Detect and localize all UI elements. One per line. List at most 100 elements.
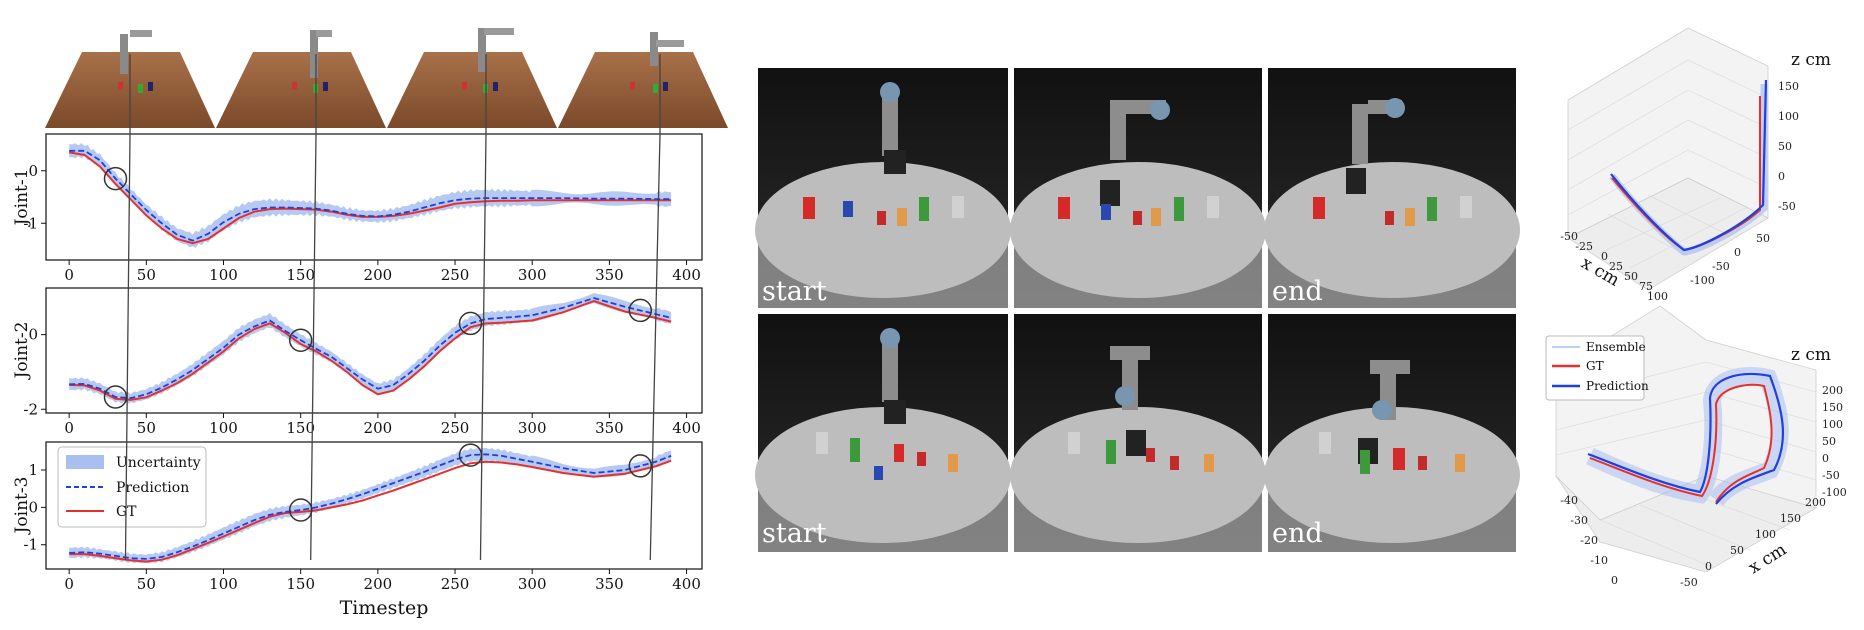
sim-thumbnails	[45, 28, 728, 128]
photo-row2-end: end	[1264, 314, 1520, 552]
joint-2-ylabel: Joint-2	[12, 322, 32, 381]
x-tick-label: 350	[595, 266, 624, 284]
tick-label-3d: -50	[1680, 576, 1698, 589]
tick-label-3d: -40	[1560, 494, 1578, 507]
x-tick-label: 200	[364, 266, 393, 284]
x-tick-label: 250	[441, 266, 470, 284]
tick-label-3d: -50	[1712, 260, 1730, 273]
tick-label-3d: 50	[1624, 270, 1638, 283]
tick-label-3d: 25	[1609, 260, 1623, 273]
photo-row1-end-label: end	[1272, 276, 1323, 307]
timestep-marker	[288, 328, 313, 352]
tick-label-3d: 75	[1639, 280, 1653, 293]
joint-3-axes	[45, 441, 703, 570]
tick-label-3d: 0	[1611, 574, 1618, 587]
x-tick-label: 100	[209, 575, 238, 593]
tick-label-3d: -10	[1590, 554, 1608, 567]
x-tick-label: 100	[209, 419, 238, 437]
joint-1-ylabel: Joint-1	[12, 169, 32, 228]
x-tick-label: 50	[137, 419, 156, 437]
y-tick-label: 0	[28, 498, 38, 516]
plot3d-bottom-prediction	[1587, 372, 1784, 505]
timestep-marker	[103, 166, 128, 191]
plot3d-bottom-xticks: -40 -30 -20 -100	[1560, 494, 1618, 587]
tick-label-3d: -20	[1580, 534, 1598, 547]
x-tick-label: 300	[518, 266, 547, 284]
tick-label-3d: 200	[1805, 496, 1826, 509]
tick-label-3d: 100	[1755, 528, 1776, 541]
plot3d-top-zlabel: z cm	[1791, 50, 1831, 70]
x-tick-label: 0	[64, 266, 74, 284]
legend3d-prediction-label: Prediction	[1586, 379, 1649, 393]
y-tick-label: -2	[23, 400, 38, 418]
tick-label-3d: 0	[1822, 452, 1829, 465]
tick-label-3d: 50	[1756, 232, 1770, 245]
y-tick-label: -1	[23, 214, 38, 232]
timestep-marker	[458, 443, 483, 467]
joint-1-uncertainty-band	[69, 143, 672, 248]
x-tick-label: 300	[518, 575, 547, 593]
x-tick-label: 400	[672, 575, 701, 593]
tick-label-3d: -50	[1822, 469, 1840, 482]
joint-1-plot: 0 50 100 150 200 250 300 350 400 0 -1 Joint-1	[12, 133, 703, 284]
connector-line	[310, 133, 317, 561]
plot3d-bottom-zticks: 200 150 100 50 0 -50 -100	[1822, 384, 1847, 499]
tick-label-3d: -25	[1575, 240, 1593, 253]
legend-uncertainty-swatch	[66, 455, 104, 469]
tick-label-3d: 150	[1822, 401, 1843, 414]
gt-line	[69, 459, 672, 563]
tick-label-3d: -50	[1778, 200, 1796, 213]
tick-label-3d: 0	[1705, 560, 1712, 573]
gt-line	[69, 151, 672, 245]
tick-label-3d: 100	[1647, 290, 1668, 303]
plot3d-bottom-yticks: -50 0 50 100 150 200	[1680, 496, 1826, 589]
x-tick-label: 250	[441, 575, 470, 593]
plot3d-bottom-zlabel: z cm	[1791, 345, 1831, 365]
robot-photos: start end	[755, 68, 1520, 552]
photo-row1-end: end	[1264, 68, 1520, 308]
y-tick-label: -1	[23, 536, 38, 554]
x-tick-label: 150	[286, 266, 315, 284]
timestep-marker	[628, 298, 653, 323]
tick-label-3d: 50	[1778, 140, 1792, 153]
photo-row2-start: start	[755, 314, 1011, 552]
plot3d-top-zticks: 150 100 50 0 -50	[1778, 80, 1799, 213]
joint-1-axes	[45, 133, 703, 261]
connector-line	[479, 133, 487, 561]
timestep-connectors	[103, 54, 661, 561]
legend3d-ensemble-label: Ensemble	[1586, 340, 1646, 354]
legend3d-gt-label: GT	[1586, 359, 1604, 373]
x-tick-label: 200	[364, 419, 393, 437]
joint-3-xlabel: Timestep	[340, 597, 429, 619]
sim-frame-4	[558, 32, 728, 128]
x-tick-label: 150	[286, 419, 315, 437]
x-tick-label: 0	[64, 419, 74, 437]
tick-label-3d: 150	[1780, 512, 1801, 525]
x-tick-label: 200	[364, 575, 393, 593]
y-tick-label: 0	[28, 326, 38, 344]
x-tick-label: 350	[595, 575, 624, 593]
plot3d-bottom-legend: Ensemble GT Prediction	[1545, 335, 1649, 401]
tick-label-3d: 50	[1822, 435, 1836, 448]
photo-row2-start-label: start	[762, 518, 827, 549]
joint-2-plot: 0 50 100 150 200 250 300 350 400 0 -2 Joint-2	[12, 287, 703, 437]
joint-3-legend: Uncertainty Prediction GT	[57, 446, 207, 528]
photo-row1-start-label: start	[762, 276, 827, 307]
timestep-marker	[288, 498, 313, 522]
x-tick-label: 400	[672, 266, 701, 284]
sim-frame-2	[216, 30, 386, 128]
x-tick-label: 100	[209, 266, 238, 284]
plot3d-top-grid	[1567, 59, 1769, 269]
gt-line	[69, 300, 672, 401]
photo-row2-end-label: end	[1272, 518, 1323, 549]
tick-label-3d: 100	[1778, 110, 1799, 123]
uncertainty-band	[69, 293, 672, 404]
x-tick-label: 350	[595, 419, 624, 437]
photo-row1-start: start	[755, 68, 1011, 308]
y-tick-label: 1	[28, 461, 38, 479]
x-tick-label: 300	[518, 419, 547, 437]
timestep-marker	[628, 454, 653, 478]
